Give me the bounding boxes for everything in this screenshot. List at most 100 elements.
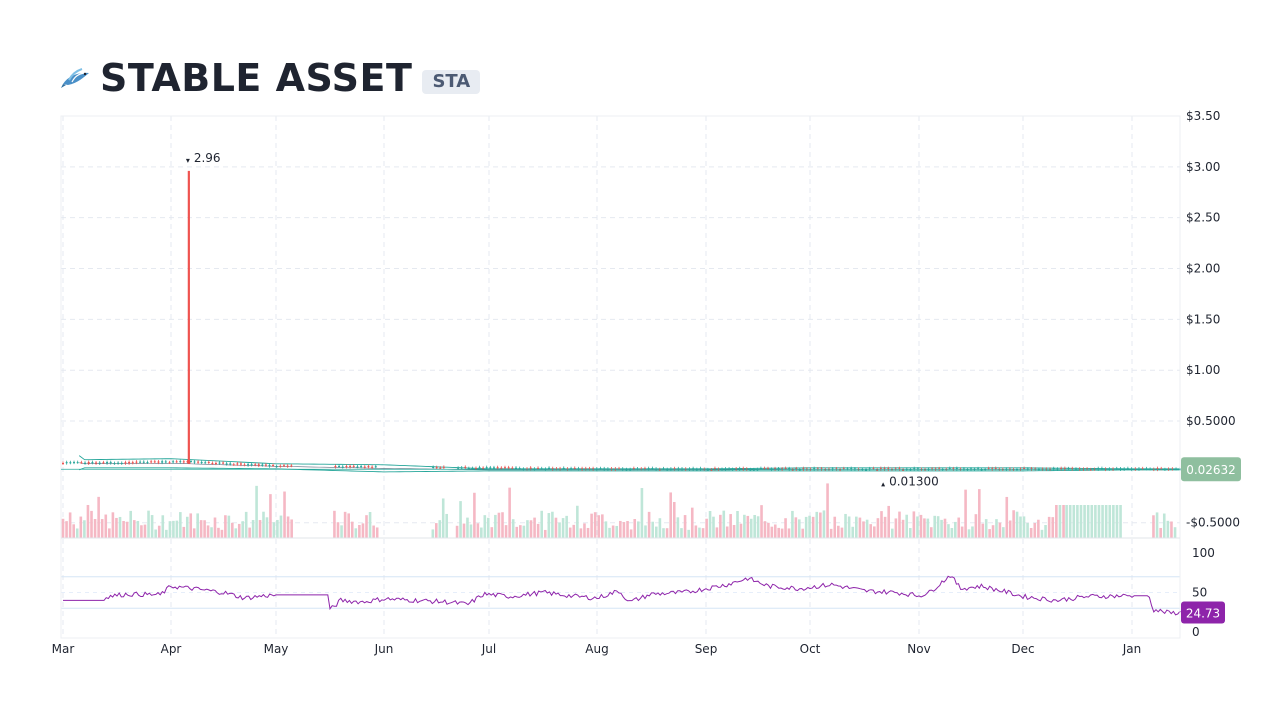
volume-bar	[476, 523, 480, 538]
volume-bar	[1097, 505, 1101, 538]
volume-bar	[637, 521, 640, 538]
volume-bar	[894, 518, 898, 538]
volume-bar	[1115, 505, 1119, 538]
candle-body	[95, 462, 98, 464]
candle-body	[175, 461, 178, 463]
volume-bar	[283, 491, 286, 538]
candle-body	[759, 468, 762, 470]
volume-bar	[565, 515, 568, 538]
grid-lines	[61, 115, 1180, 638]
volume-bar	[150, 515, 154, 538]
candle-body	[261, 464, 264, 466]
volume-bar	[905, 514, 908, 538]
volume-bar	[1015, 511, 1019, 538]
candle-body	[161, 461, 164, 463]
candle-body	[625, 469, 628, 471]
volume-bar	[829, 528, 833, 538]
candle-body	[756, 469, 759, 471]
candle-body	[442, 466, 445, 468]
rsi-tick-label: 50	[1192, 586, 1207, 600]
volume-bar	[658, 518, 662, 538]
candle-body	[352, 465, 355, 467]
candle-body	[247, 464, 250, 466]
candle-body	[898, 468, 901, 470]
volume-bar	[770, 526, 774, 538]
candle-body	[713, 468, 716, 470]
volume-bar	[547, 513, 551, 538]
candle-body	[189, 461, 192, 463]
volume-bar	[511, 519, 515, 538]
volume-bar	[984, 519, 988, 538]
volume-bar	[926, 518, 930, 538]
volume-bar	[551, 511, 554, 538]
volume-bar	[876, 518, 880, 538]
candle-body	[540, 468, 543, 470]
volume-bar	[189, 513, 193, 538]
month-tick-label: Dec	[1011, 642, 1034, 656]
candle-body	[570, 468, 573, 470]
volume-bar	[290, 519, 293, 538]
volume-bar	[1101, 505, 1104, 538]
candle-body	[254, 464, 257, 466]
candle-body	[489, 467, 492, 469]
volume-bar	[111, 512, 115, 538]
candle-body	[435, 467, 438, 469]
candle-body	[850, 468, 853, 470]
volume-bar	[1119, 505, 1122, 538]
month-tick-label: Oct	[800, 642, 821, 656]
volume-bar	[862, 521, 865, 538]
volume-bar	[929, 527, 933, 538]
candle-body	[515, 467, 517, 469]
candle-body	[164, 461, 167, 463]
volume-bar	[705, 518, 708, 538]
high-marker: ▾	[186, 156, 190, 165]
volume-bar	[286, 516, 290, 538]
volume-bar	[486, 517, 490, 538]
volume-bar	[199, 520, 203, 538]
candle-body	[658, 469, 661, 471]
volume-bar	[100, 519, 104, 538]
volume-bar	[719, 514, 722, 538]
volume-bar	[210, 527, 213, 538]
candle-body	[987, 468, 990, 470]
price-tick-label: $2.50	[1186, 211, 1220, 225]
volume-bar	[822, 510, 826, 538]
volume-bar	[1068, 505, 1072, 538]
volume-bar	[231, 522, 234, 538]
candle-body	[511, 467, 514, 469]
volume-bar	[840, 527, 844, 538]
volume-bar	[916, 516, 919, 538]
candle-body	[507, 467, 510, 469]
candle-body	[883, 468, 886, 470]
volume-bar	[65, 521, 68, 538]
volume-bar	[1155, 512, 1159, 538]
volume-bar	[847, 516, 851, 538]
rsi-tick-label: 0	[1192, 625, 1200, 639]
volume-bar	[441, 498, 445, 538]
candle-body	[229, 463, 232, 465]
volume-bar	[494, 514, 497, 538]
candle-body	[91, 462, 94, 464]
volume-bar	[586, 527, 590, 538]
candle-body	[73, 462, 76, 464]
candle-body	[503, 467, 506, 469]
candle-body	[117, 462, 120, 464]
volume-bar	[1072, 505, 1076, 538]
candle-body	[629, 469, 632, 471]
candle-body	[548, 467, 551, 469]
volume-bar	[787, 528, 791, 538]
candle-body	[692, 468, 695, 470]
volume-bar	[991, 525, 995, 538]
volume-bar	[1012, 510, 1015, 538]
plot-frame	[60, 115, 1181, 639]
asset-title: STABLE ASSET	[100, 56, 413, 100]
last-price-badge	[1181, 457, 1241, 482]
volume-bar	[132, 520, 136, 538]
volume-bar	[960, 526, 964, 538]
price-tick-label: $0.5000	[1186, 414, 1236, 428]
volume-bar	[651, 521, 654, 538]
volume-bar	[147, 510, 150, 538]
candle-body	[282, 465, 285, 467]
volume-bar	[1037, 519, 1040, 538]
